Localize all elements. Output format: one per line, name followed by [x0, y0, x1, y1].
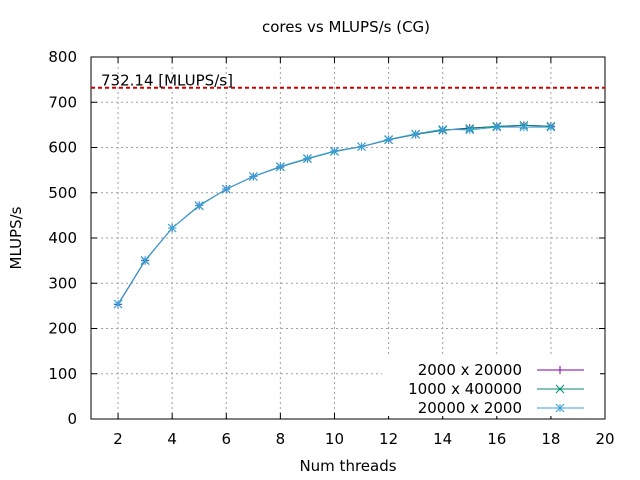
data-point [411, 129, 420, 139]
series-layer [113, 120, 556, 309]
x-tick-label: 6 [221, 430, 231, 448]
reference-line-group: 732.14 [MLUPS/s] [91, 72, 605, 90]
y-tick-label: 700 [48, 93, 77, 111]
legend-label: 2000 x 20000 [418, 361, 522, 379]
data-point [276, 162, 285, 171]
data-point [248, 172, 258, 181]
data-point [384, 135, 393, 144]
x-tick-label: 8 [276, 430, 286, 448]
data-point [492, 122, 502, 132]
y-tick-label: 600 [48, 139, 77, 157]
legend-marker [556, 366, 564, 374]
legend-marker [555, 384, 565, 394]
x-tick-label: 4 [167, 430, 177, 448]
x-tick-label: 10 [325, 430, 344, 448]
data-point [519, 122, 529, 132]
legend-marker [555, 403, 565, 413]
x-tick-label: 20 [595, 430, 614, 448]
x-tick-label: 12 [379, 430, 398, 448]
y-tick-label: 800 [48, 48, 77, 66]
x-axis-title: Num threads [299, 457, 396, 475]
y-axis-title: MLUPS/s [7, 206, 25, 269]
data-point [438, 125, 448, 134]
y-tick-label: 500 [48, 184, 77, 202]
chart-title: cores vs MLUPS/s (CG) [262, 18, 430, 36]
data-point [465, 125, 475, 135]
y-tick-label: 300 [48, 274, 77, 292]
x-tick-label: 14 [433, 430, 452, 448]
axis-ticks: 0 100 200 300 400 500 600 700 800 2 4 6 8 10 12 14 16 18 2… [48, 48, 614, 448]
y-tick-label: 200 [48, 320, 77, 338]
x-tick-label: 16 [487, 430, 506, 448]
y-tick-label: 400 [48, 229, 77, 247]
data-point [330, 146, 339, 156]
data-point [303, 154, 312, 163]
data-point [221, 184, 231, 194]
y-tick-label: 0 [67, 410, 77, 428]
data-point [167, 223, 177, 233]
data-point [194, 201, 204, 210]
legend-label: 20000 x 2000 [418, 399, 522, 417]
data-point [113, 299, 123, 309]
x-tick-label: 18 [541, 430, 560, 448]
legend-label: 1000 x 400000 [408, 380, 522, 398]
reference-line-label: 732.14 [MLUPS/s] [101, 72, 233, 90]
y-tick-label: 100 [48, 365, 77, 383]
data-point [140, 255, 150, 265]
data-point [357, 142, 366, 151]
x-tick-label: 2 [113, 430, 123, 448]
data-point [546, 122, 556, 132]
